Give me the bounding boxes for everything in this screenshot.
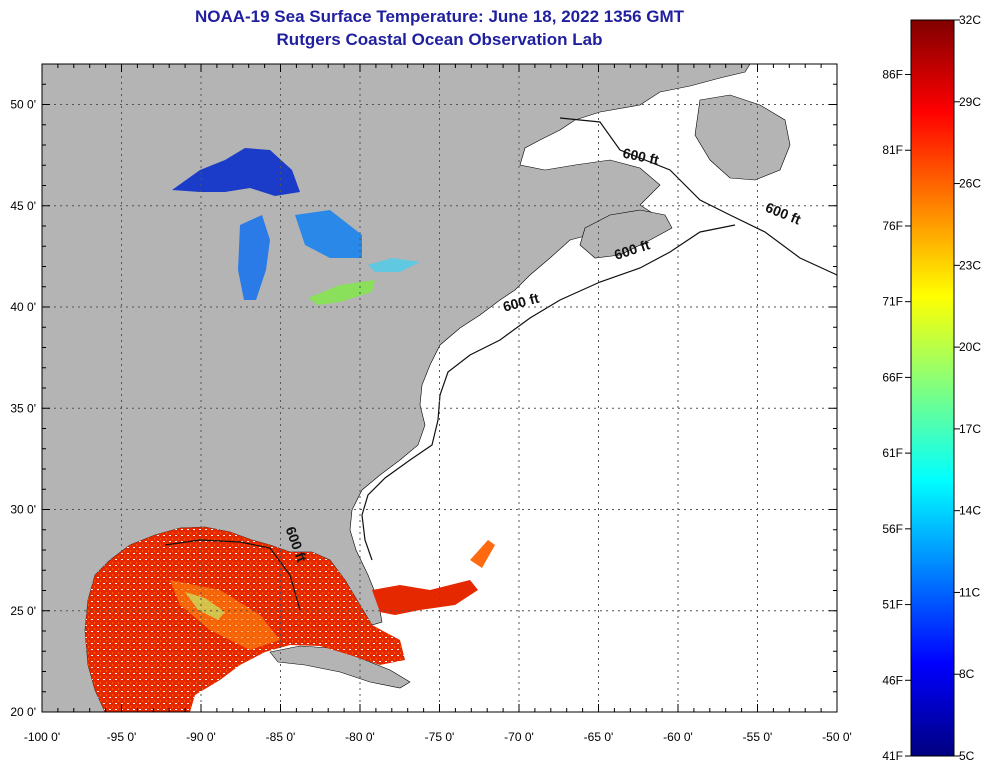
lon-tick-label: -90 0' bbox=[186, 730, 216, 744]
colorbar-fahrenheit-label: 56F bbox=[882, 522, 903, 536]
colorbar-celsius-labels: 32C 29C 26C 23C 20C 17C 14C 11C 8C 5C bbox=[954, 13, 981, 763]
colorbar-celsius-label: 5C bbox=[959, 749, 975, 763]
colorbar-fahrenheit-label: 41F bbox=[882, 749, 903, 763]
lon-tick-label: -65 0' bbox=[584, 730, 614, 744]
land-cuba bbox=[269, 645, 411, 689]
lake-huron bbox=[295, 210, 362, 258]
colorbar-fahrenheit-label: 86F bbox=[882, 68, 903, 82]
colorbar-fahrenheit-label: 51F bbox=[882, 598, 903, 612]
lat-tick-label: 50 0' bbox=[10, 98, 36, 112]
lake-michigan bbox=[238, 215, 270, 300]
colorbar-celsius-label: 8C bbox=[959, 667, 975, 681]
colorbar-fahrenheit-label: 71F bbox=[882, 295, 903, 309]
lat-tick-label: 45 0' bbox=[10, 199, 36, 213]
lon-tick-label: -85 0' bbox=[266, 730, 296, 744]
colorbar-celsius-label: 29C bbox=[959, 95, 981, 109]
colorbar-celsius-label: 11C bbox=[959, 585, 980, 599]
lake-erie bbox=[308, 280, 375, 305]
colorbar-fahrenheit-label: 61F bbox=[882, 446, 903, 460]
colorbar-fahrenheit-label: 46F bbox=[882, 673, 903, 687]
lon-tick-label: -60 0' bbox=[663, 730, 693, 744]
colorbar-fahrenheit-labels: 86F 81F 76F 71F 66F 61F 56F 51F 46F 41F bbox=[882, 68, 911, 763]
map-subtitle: Rutgers Coastal Ocean Observation Lab bbox=[276, 30, 603, 49]
gulf-cool-streak bbox=[185, 592, 225, 620]
map-title: NOAA-19 Sea Surface Temperature: June 18… bbox=[194, 7, 685, 26]
lon-tick-label: -70 0' bbox=[504, 730, 534, 744]
colorbar-fahrenheit-label: 66F bbox=[882, 370, 903, 384]
graticule bbox=[42, 64, 837, 712]
colorbar-celsius-label: 26C bbox=[959, 177, 981, 191]
atlantic-sst-patch bbox=[372, 580, 478, 615]
lon-tick-label: -95 0' bbox=[107, 730, 137, 744]
lon-tick-label: -55 0' bbox=[743, 730, 773, 744]
colorbar bbox=[910, 19, 955, 757]
colorbar-fahrenheit-label: 76F bbox=[882, 219, 903, 233]
colorbar-celsius-label: 20C bbox=[959, 340, 981, 354]
colorbar-celsius-label: 23C bbox=[959, 258, 981, 272]
lat-tick-label: 40 0' bbox=[10, 300, 36, 314]
lon-tick-label: -50 0' bbox=[822, 730, 852, 744]
lake-superior bbox=[172, 148, 300, 196]
lat-tick-label: 20 0' bbox=[10, 705, 36, 719]
colorbar-celsius-label: 32C bbox=[959, 13, 981, 27]
colorbar-celsius-label: 17C bbox=[959, 422, 981, 436]
longitude-axis: -100 0' -95 0' -90 0' -85 0' -80 0' -75 0' -70… bbox=[24, 64, 852, 744]
lake-ontario bbox=[368, 258, 420, 272]
lon-tick-label: -75 0' bbox=[425, 730, 455, 744]
land-newfoundland bbox=[694, 94, 791, 181]
lat-tick-label: 25 0' bbox=[10, 604, 36, 618]
lon-tick-label: -100 0' bbox=[24, 730, 60, 744]
latitude-axis: 50 0' 45 0' 40 0' 35 0' 30 0' 25 0' 20 0' bbox=[10, 83, 837, 719]
lat-tick-label: 35 0' bbox=[10, 401, 36, 415]
lon-tick-label: -80 0' bbox=[345, 730, 375, 744]
colorbar-celsius-label: 14C bbox=[959, 504, 981, 518]
atlantic-sst-streak bbox=[470, 540, 495, 568]
contour-label-600ft: 600 ft bbox=[621, 145, 660, 168]
land-nova-scotia bbox=[579, 209, 673, 259]
contour-600ft bbox=[164, 117, 837, 611]
colorbar-fahrenheit-label: 81F bbox=[882, 143, 903, 157]
lat-tick-label: 30 0' bbox=[10, 503, 36, 517]
